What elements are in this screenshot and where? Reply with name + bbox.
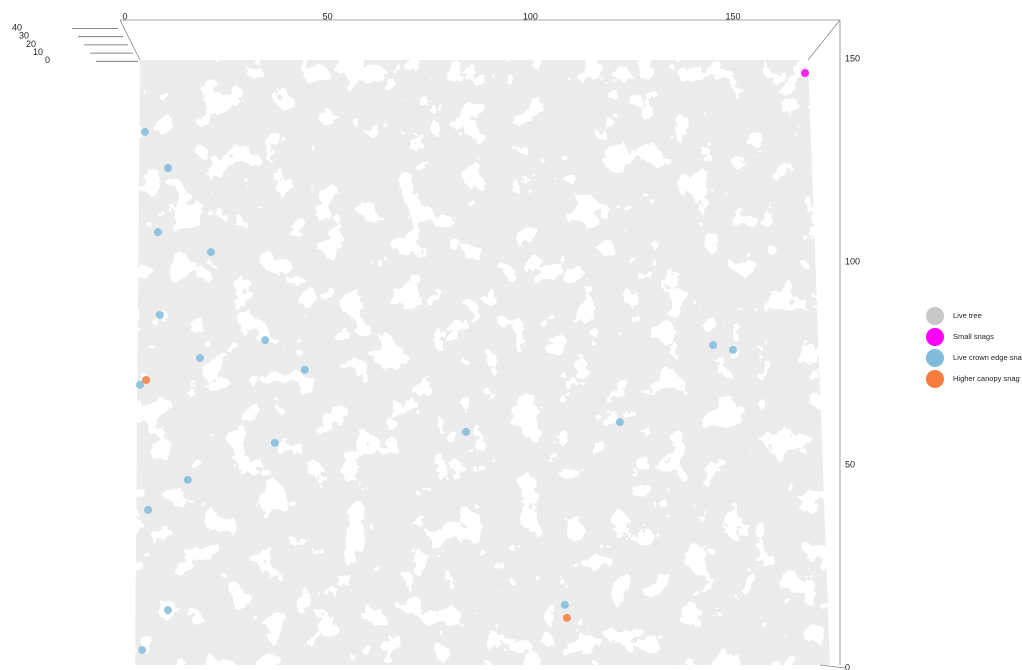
point-cluster [271, 439, 279, 447]
point-cluster [729, 346, 737, 354]
y-tick-label: 50 [845, 459, 855, 469]
point-cluster [616, 418, 624, 426]
canopy [130, 55, 835, 670]
legend-label: Live crown edge snag [953, 353, 1022, 362]
legend-label: Higher canopy snag [953, 374, 1020, 383]
legend-swatch [926, 349, 944, 367]
y-tick-label: 100 [845, 256, 860, 266]
axis-frame [808, 20, 840, 60]
legend-label: Live tree [953, 311, 982, 320]
y-tick-label: 150 [845, 53, 860, 63]
z-tick-label: 0 [45, 55, 50, 65]
z-tick-label: 10 [33, 47, 43, 57]
point-cluster [301, 366, 309, 374]
point-cluster [141, 128, 149, 136]
point-cluster [184, 476, 192, 484]
x-tick-label: 0 [122, 11, 127, 21]
y-tick-label: 0 [845, 662, 850, 670]
legend-swatch [926, 307, 944, 325]
legend-label: Small snags [953, 332, 994, 341]
canopy-texture [130, 55, 835, 670]
point-cluster [164, 606, 172, 614]
legend-swatch [926, 328, 944, 346]
x-tick-label: 100 [523, 11, 538, 21]
point-cluster [561, 601, 569, 609]
point-cluster [801, 69, 809, 77]
point-cluster [709, 341, 717, 349]
point-cluster [164, 164, 172, 172]
x-tick-label: 50 [323, 11, 333, 21]
point-cluster [144, 506, 152, 514]
point-cluster [261, 336, 269, 344]
point-cluster [196, 354, 204, 362]
point-cluster [142, 376, 150, 384]
point-cluster [207, 248, 215, 256]
point-cluster [154, 228, 162, 236]
point-cluster [156, 311, 164, 319]
point-cluster [563, 614, 571, 622]
point-cluster [138, 646, 146, 654]
point-cluster [462, 428, 470, 436]
chart: 050100150050100150403020100Live treeSmal… [0, 0, 1022, 670]
x-tick-label: 150 [725, 11, 740, 21]
legend-swatch [926, 370, 944, 388]
axis-frame [120, 20, 140, 60]
